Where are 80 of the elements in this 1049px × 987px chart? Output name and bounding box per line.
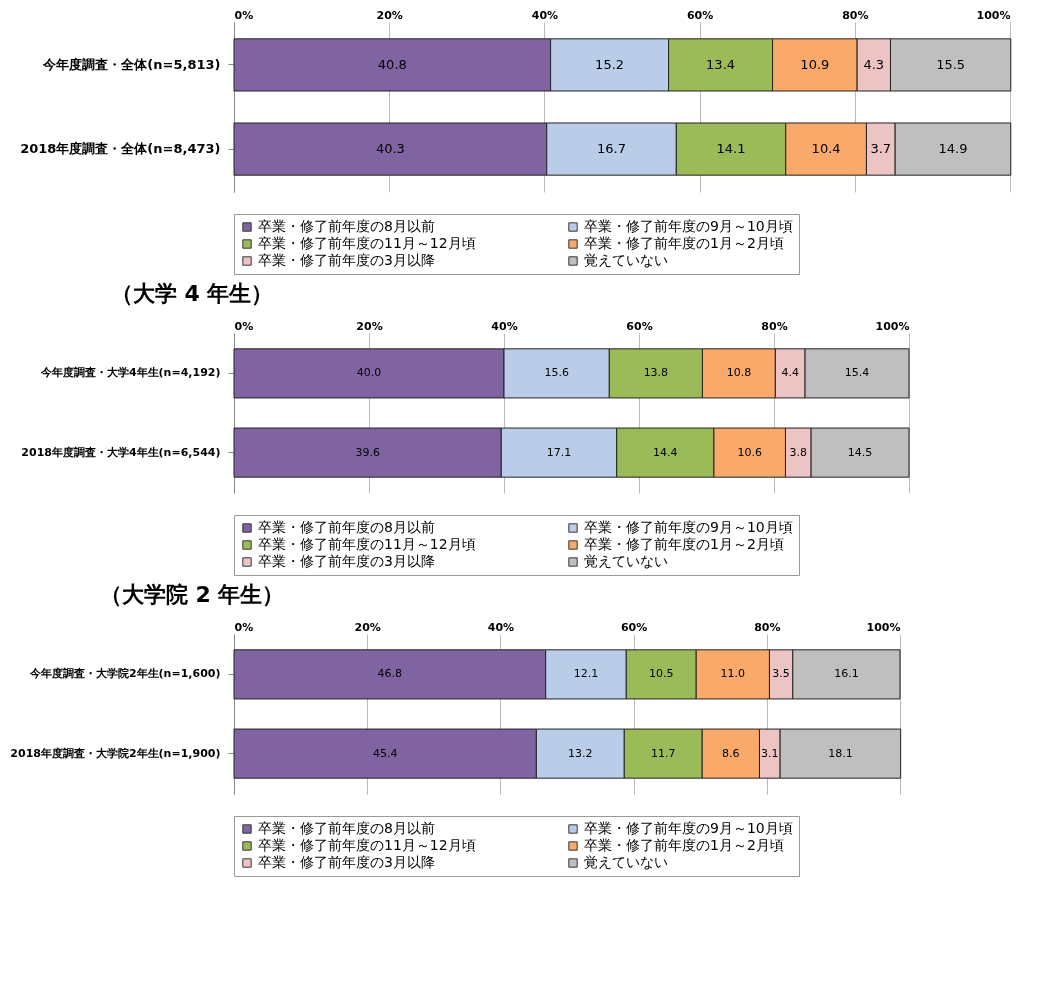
y-tick-label: 2018年度調査・全体(n=8,473) bbox=[20, 141, 221, 157]
legend-label: 卒業・修了前年度の1月～2月頃 bbox=[584, 235, 784, 251]
legend-label: 卒業・修了前年度の3月以降 bbox=[258, 553, 435, 569]
legend-label: 卒業・修了前年度の11月～12月頃 bbox=[258, 536, 476, 552]
data-label: 17.1 bbox=[546, 445, 572, 459]
data-label: 10.5 bbox=[648, 667, 674, 681]
data-label: 14.4 bbox=[653, 445, 678, 459]
data-label: 10.8 bbox=[726, 366, 752, 380]
x-tick-label: 100% bbox=[866, 620, 901, 634]
legend-label: 卒業・修了前年度の1月～2月頃 bbox=[584, 536, 784, 552]
y-tick-label: 2018年度調査・大学4年生(n=6,544) bbox=[21, 445, 221, 459]
chart-title: （大学 4 年生） bbox=[110, 281, 274, 306]
y-tick-label: 2018年度調査・大学院2年生(n=1,900) bbox=[10, 746, 221, 760]
data-label: 14.1 bbox=[716, 141, 746, 157]
x-tick-label: 60% bbox=[626, 319, 653, 333]
data-label: 3.8 bbox=[789, 445, 808, 459]
x-tick-label: 40% bbox=[487, 620, 515, 634]
data-label: 10.6 bbox=[737, 445, 762, 459]
legend-label: 卒業・修了前年度の9月～10月頃 bbox=[584, 519, 793, 535]
data-label: 14.5 bbox=[847, 445, 873, 459]
data-label: 8.6 bbox=[722, 746, 740, 760]
y-tick-label: 今年度調査・大学院2年生(n=1,600) bbox=[28, 667, 221, 681]
legend-label: 覚えていない bbox=[584, 854, 668, 870]
x-tick-label: 100% bbox=[976, 8, 1011, 22]
x-tick-label: 20% bbox=[356, 319, 383, 333]
data-label: 15.6 bbox=[544, 366, 569, 380]
x-tick-label: 60% bbox=[620, 620, 648, 634]
data-label: 3.5 bbox=[772, 667, 790, 681]
x-tick-label: 40% bbox=[531, 8, 559, 22]
data-label: 40.8 bbox=[377, 56, 407, 72]
data-label: 16.7 bbox=[597, 141, 626, 157]
x-tick-label: 0% bbox=[234, 8, 254, 22]
legend-label: 卒業・修了前年度の9月～10月頃 bbox=[584, 218, 793, 234]
y-tick-label: 今年度調査・全体(n=5,813) bbox=[42, 56, 221, 72]
data-label: 15.2 bbox=[595, 56, 625, 72]
data-label: 10.9 bbox=[800, 56, 830, 72]
legend-label: 卒業・修了前年度の1月～2月頃 bbox=[584, 837, 784, 853]
x-tick-label: 80% bbox=[754, 620, 781, 634]
data-label: 4.4 bbox=[781, 366, 799, 380]
legend-label: 卒業・修了前年度の3月以降 bbox=[258, 252, 435, 268]
x-tick-label: 100% bbox=[875, 319, 910, 333]
data-label: 11.0 bbox=[720, 667, 746, 681]
data-label: 13.2 bbox=[568, 746, 593, 760]
data-label: 3.1 bbox=[761, 746, 779, 760]
chart-title: （大学院 2 年生） bbox=[99, 582, 285, 607]
x-tick-label: 20% bbox=[354, 620, 381, 634]
data-label: 10.4 bbox=[811, 141, 841, 157]
x-tick-label: 80% bbox=[842, 8, 869, 22]
data-label: 46.8 bbox=[377, 667, 403, 681]
x-tick-label: 20% bbox=[376, 8, 403, 22]
legend-label: 卒業・修了前年度の11月～12月頃 bbox=[258, 235, 476, 251]
legend-label: 卒業・修了前年度の9月～10月頃 bbox=[584, 820, 793, 836]
data-label: 18.1 bbox=[828, 746, 853, 760]
y-tick-label: 今年度調査・大学4年生(n=4,192) bbox=[39, 366, 221, 380]
data-label: 12.1 bbox=[573, 667, 599, 681]
legend-label: 卒業・修了前年度の8月以前 bbox=[258, 820, 435, 836]
x-tick-label: 0% bbox=[234, 620, 254, 634]
data-label: 39.6 bbox=[355, 445, 380, 459]
data-label: 11.7 bbox=[650, 746, 676, 760]
legend-label: 卒業・修了前年度の8月以前 bbox=[258, 218, 435, 234]
legend-label: 卒業・修了前年度の3月以降 bbox=[258, 854, 435, 870]
data-label: 13.8 bbox=[643, 366, 669, 380]
legend-label: 卒業・修了前年度の8月以前 bbox=[258, 519, 435, 535]
data-label: 3.7 bbox=[870, 141, 892, 157]
data-label: 40.0 bbox=[356, 366, 382, 380]
legend-label: 卒業・修了前年度の11月～12月頃 bbox=[258, 837, 476, 853]
data-label: 13.4 bbox=[706, 56, 736, 72]
legend-label: 覚えていない bbox=[584, 553, 668, 569]
x-tick-label: 80% bbox=[761, 319, 788, 333]
data-label: 15.5 bbox=[936, 56, 966, 72]
data-label: 45.4 bbox=[372, 746, 398, 760]
data-label: 14.9 bbox=[938, 141, 968, 157]
legend-label: 覚えていない bbox=[584, 252, 668, 268]
data-label: 40.3 bbox=[375, 141, 405, 157]
x-tick-label: 0% bbox=[234, 319, 254, 333]
data-label: 15.4 bbox=[844, 366, 870, 380]
x-tick-label: 40% bbox=[491, 319, 518, 333]
x-tick-label: 60% bbox=[686, 8, 714, 22]
data-label: 16.1 bbox=[834, 667, 859, 681]
data-label: 4.3 bbox=[863, 56, 885, 72]
